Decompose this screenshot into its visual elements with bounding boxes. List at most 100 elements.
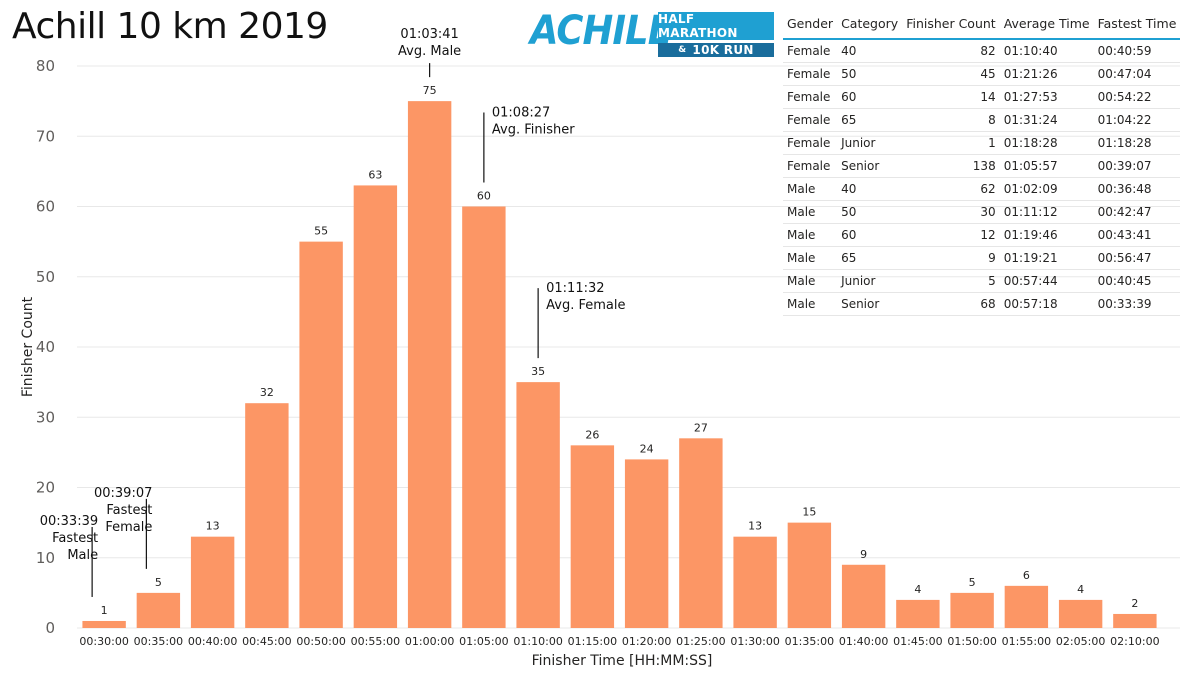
bar[interactable] <box>1004 585 1049 628</box>
bar[interactable] <box>1058 599 1103 628</box>
bar[interactable] <box>570 445 615 628</box>
bar[interactable] <box>353 185 398 629</box>
annotation-line: Avg. Male <box>398 44 461 59</box>
table-row[interactable]: Female 40 82 01:10:40 00:40:59 <box>783 39 1181 63</box>
cell-category: 60 <box>837 85 903 109</box>
data-label: 1 <box>101 604 108 617</box>
bars <box>82 101 1157 629</box>
logo-badge: HALF MARATHON & 10K RUN <box>658 12 774 57</box>
x-tick-label: 02:10:00 <box>1110 635 1159 648</box>
annotation-label: 01:03:41 Avg. Male <box>398 27 461 59</box>
y-tick-label: 40 <box>36 338 55 356</box>
cell-average-time: 00:57:44 <box>999 269 1094 293</box>
cell-finisher-count: 138 <box>902 154 1000 178</box>
cell-gender: Female <box>783 39 838 63</box>
bar[interactable] <box>624 459 669 628</box>
data-label: 2 <box>1131 597 1138 610</box>
x-axis-title: Finisher Time [HH:MM:SS] <box>532 653 713 669</box>
bar[interactable] <box>407 101 452 628</box>
logo-line-2-text: 10K RUN <box>692 43 754 57</box>
bar[interactable] <box>733 536 777 628</box>
bar[interactable] <box>896 599 940 628</box>
bar[interactable] <box>82 620 126 628</box>
x-tick-label: 02:05:00 <box>1056 635 1105 648</box>
cell-category: Junior <box>837 131 903 155</box>
table-row[interactable]: Male 40 62 01:02:09 00:36:48 <box>783 177 1181 201</box>
bar[interactable] <box>245 403 289 628</box>
cell-average-time: 01:19:21 <box>999 246 1094 270</box>
data-label: 5 <box>155 576 162 589</box>
cell-category: 50 <box>837 62 903 86</box>
column-header-category[interactable]: Category <box>837 8 903 40</box>
cell-average-time: 01:21:26 <box>999 62 1094 86</box>
cell-finisher-count: 45 <box>902 62 1000 86</box>
logo-line-2: & 10K RUN <box>658 43 774 57</box>
cell-gender: Male <box>783 200 838 224</box>
cell-fastest-time: 01:18:28 <box>1093 131 1181 155</box>
cell-average-time: 01:18:28 <box>999 131 1094 155</box>
annotation-line: 00:33:39 <box>40 514 98 529</box>
logo-line-1: HALF MARATHON <box>658 12 774 40</box>
bar[interactable] <box>679 438 723 628</box>
x-tick-label: 00:30:00 <box>79 635 128 648</box>
cell-gender: Female <box>783 131 838 155</box>
table-row[interactable]: Male Senior 68 00:57:18 00:33:39 <box>783 292 1181 316</box>
cell-category: 40 <box>837 177 903 201</box>
table-row[interactable]: Male 60 12 01:19:46 00:43:41 <box>783 223 1181 247</box>
cell-category: 65 <box>837 108 903 132</box>
cell-fastest-time: 00:47:04 <box>1093 62 1181 86</box>
y-axis-title: Finisher Count <box>20 296 36 397</box>
bar[interactable] <box>1113 613 1157 628</box>
table-row[interactable]: Female 50 45 01:21:26 00:47:04 <box>783 62 1181 86</box>
table-row[interactable]: Male Junior 5 00:57:44 00:40:45 <box>783 269 1181 293</box>
table-row[interactable]: Female Senior 138 01:05:57 00:39:07 <box>783 154 1181 178</box>
bar[interactable] <box>841 564 886 628</box>
cell-category: 65 <box>837 246 903 270</box>
achill-logo: ACHILL HALF MARATHON & 10K RUN <box>530 8 775 58</box>
annotation-line: 01:11:32 <box>546 281 604 296</box>
table-row[interactable]: Female 60 14 01:27:53 00:54:22 <box>783 85 1181 109</box>
y-tick-label: 50 <box>36 268 55 286</box>
table-row[interactable]: Male 65 9 01:19:21 00:56:47 <box>783 246 1181 270</box>
data-label: 4 <box>1077 583 1084 596</box>
bar[interactable] <box>136 592 181 628</box>
bar[interactable] <box>190 536 235 628</box>
cell-gender: Female <box>783 62 838 86</box>
bar[interactable] <box>950 592 994 628</box>
table-row[interactable]: Female Junior 1 01:18:28 01:18:28 <box>783 131 1181 155</box>
y-tick-label: 30 <box>36 408 55 426</box>
cell-gender: Female <box>783 108 838 132</box>
cell-category: Junior <box>837 269 903 293</box>
cell-finisher-count: 68 <box>902 292 1000 316</box>
data-label: 63 <box>368 168 382 181</box>
bar[interactable] <box>516 382 560 628</box>
annotation-label: 00:39:07 Fastest Female <box>94 486 152 535</box>
column-header-finisher-count[interactable]: Finisher Count <box>902 8 1000 40</box>
bar[interactable] <box>462 206 506 629</box>
cell-average-time: 01:10:40 <box>999 39 1094 63</box>
data-label: 60 <box>477 190 491 203</box>
table-row[interactable]: Male 50 30 01:11:12 00:42:47 <box>783 200 1181 224</box>
cell-fastest-time: 00:40:45 <box>1093 269 1181 293</box>
cell-average-time: 01:05:57 <box>999 154 1094 178</box>
column-header-gender[interactable]: Gender <box>783 8 838 40</box>
cell-fastest-time: 00:40:59 <box>1093 39 1181 63</box>
cell-category: Senior <box>837 292 903 316</box>
y-tick-label: 70 <box>36 127 55 145</box>
column-header-average-time[interactable]: Average Time <box>999 8 1094 40</box>
x-tick-labels: 00:30:00 00:35:00 00:40:00 00:45:00 00:50:00… <box>79 635 1159 648</box>
table-row[interactable]: Female 65 8 01:31:24 01:04:22 <box>783 108 1181 132</box>
x-tick-label: 01:15:00 <box>568 635 617 648</box>
bar[interactable] <box>787 522 832 628</box>
cell-gender: Male <box>783 223 838 247</box>
column-header-fastest-time[interactable]: Fastest Time <box>1093 8 1181 40</box>
x-tick-label: 01:55:00 <box>1002 635 1051 648</box>
annotation-line: Avg. Female <box>546 298 625 313</box>
annotation-label: 01:08:27 Avg. Finisher <box>492 106 575 138</box>
bar[interactable] <box>299 241 343 628</box>
cell-finisher-count: 14 <box>902 85 1000 109</box>
x-tick-label: 01:50:00 <box>947 635 996 648</box>
page-title: Achill 10 km 2019 <box>12 6 328 47</box>
cell-fastest-time: 00:54:22 <box>1093 85 1181 109</box>
data-label: 35 <box>531 365 545 378</box>
